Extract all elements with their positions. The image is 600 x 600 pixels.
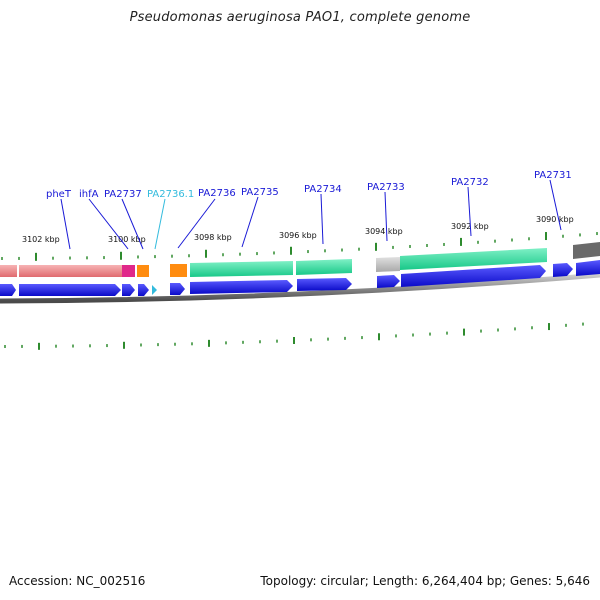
gene-label-pa2732: PA2732 bbox=[451, 177, 489, 188]
cds-arrow bbox=[553, 263, 573, 277]
lower-tick-row bbox=[4, 322, 584, 350]
map-title: Pseudomonas aeruginosa PAO1, complete ge… bbox=[129, 10, 471, 25]
accession-text: Accession: NC_002516 bbox=[9, 574, 146, 588]
feature-block bbox=[400, 248, 547, 270]
gene-label-phet: pheT bbox=[46, 189, 72, 200]
cds-arrow bbox=[297, 278, 352, 291]
feature-block bbox=[122, 265, 135, 277]
cds-arrow bbox=[377, 275, 400, 288]
cds-arrow bbox=[576, 260, 600, 276]
cds-arrow bbox=[122, 284, 135, 296]
leader-line-pa2736-1 bbox=[154, 198, 166, 250]
kbp-label: 3094 kbp bbox=[365, 227, 403, 236]
feature-block bbox=[19, 265, 122, 277]
feature-block bbox=[190, 261, 293, 277]
kbp-label-group: 3102 kbp 3100 kbp 3098 kbp 3096 kbp 3094… bbox=[22, 215, 574, 244]
leader-line-pa2736 bbox=[177, 198, 216, 249]
kbp-label: 3100 kbp bbox=[108, 235, 146, 244]
gene-label-pa2736-1: PA2736.1 bbox=[147, 189, 194, 200]
gene-label-pa2736: PA2736 bbox=[198, 188, 236, 199]
cds-track bbox=[0, 260, 600, 296]
kbp-label: 3098 kbp bbox=[194, 233, 232, 242]
cds-arrow bbox=[19, 284, 121, 296]
gene-leader-lines bbox=[60, 179, 562, 250]
kbp-label: 3096 kbp bbox=[279, 231, 317, 240]
gene-label-pa2731: PA2731 bbox=[534, 170, 572, 181]
leader-line-ihfa bbox=[88, 198, 129, 250]
cds-arrow bbox=[170, 283, 185, 295]
feature-block bbox=[376, 257, 400, 272]
kbp-label: 3092 kbp bbox=[451, 222, 489, 231]
gene-labels: pheT ihfA PA2737 PA2736.1 PA2736 PA2735 … bbox=[46, 170, 572, 200]
genome-backbone bbox=[0, 272, 600, 304]
gene-label-pa2733: PA2733 bbox=[367, 182, 405, 193]
feature-track bbox=[0, 242, 600, 277]
gene-label-pa2735: PA2735 bbox=[241, 187, 279, 198]
cds-arrow bbox=[138, 284, 149, 296]
feature-block bbox=[0, 265, 17, 277]
leader-line-pa2732 bbox=[467, 186, 472, 237]
feature-block bbox=[170, 264, 187, 277]
kbp-label: 3102 kbp bbox=[22, 235, 60, 244]
leader-line-phet bbox=[60, 198, 71, 250]
cds-arrow bbox=[190, 280, 293, 294]
cds-arrow bbox=[0, 284, 16, 296]
leader-line-pa2737 bbox=[121, 198, 144, 250]
feature-block bbox=[137, 265, 149, 277]
cds-arrow bbox=[152, 285, 157, 295]
genome-summary-text: Topology: circular; Length: 6,264,404 bp… bbox=[260, 574, 590, 588]
gene-label-ihfa: ihfA bbox=[79, 189, 99, 200]
kbp-label: 3090 kbp bbox=[536, 215, 574, 224]
leader-line-pa2734 bbox=[320, 193, 324, 245]
leader-line-pa2735 bbox=[241, 196, 259, 248]
feature-block bbox=[296, 259, 352, 275]
upper-tick-row bbox=[1, 232, 598, 261]
gene-label-pa2734: PA2734 bbox=[304, 184, 342, 195]
leader-line-pa2733 bbox=[384, 191, 388, 242]
leader-line-pa2731 bbox=[549, 179, 562, 231]
cds-arrow bbox=[401, 265, 546, 287]
gene-label-pa2737: PA2737 bbox=[104, 189, 142, 200]
feature-block bbox=[573, 242, 600, 259]
